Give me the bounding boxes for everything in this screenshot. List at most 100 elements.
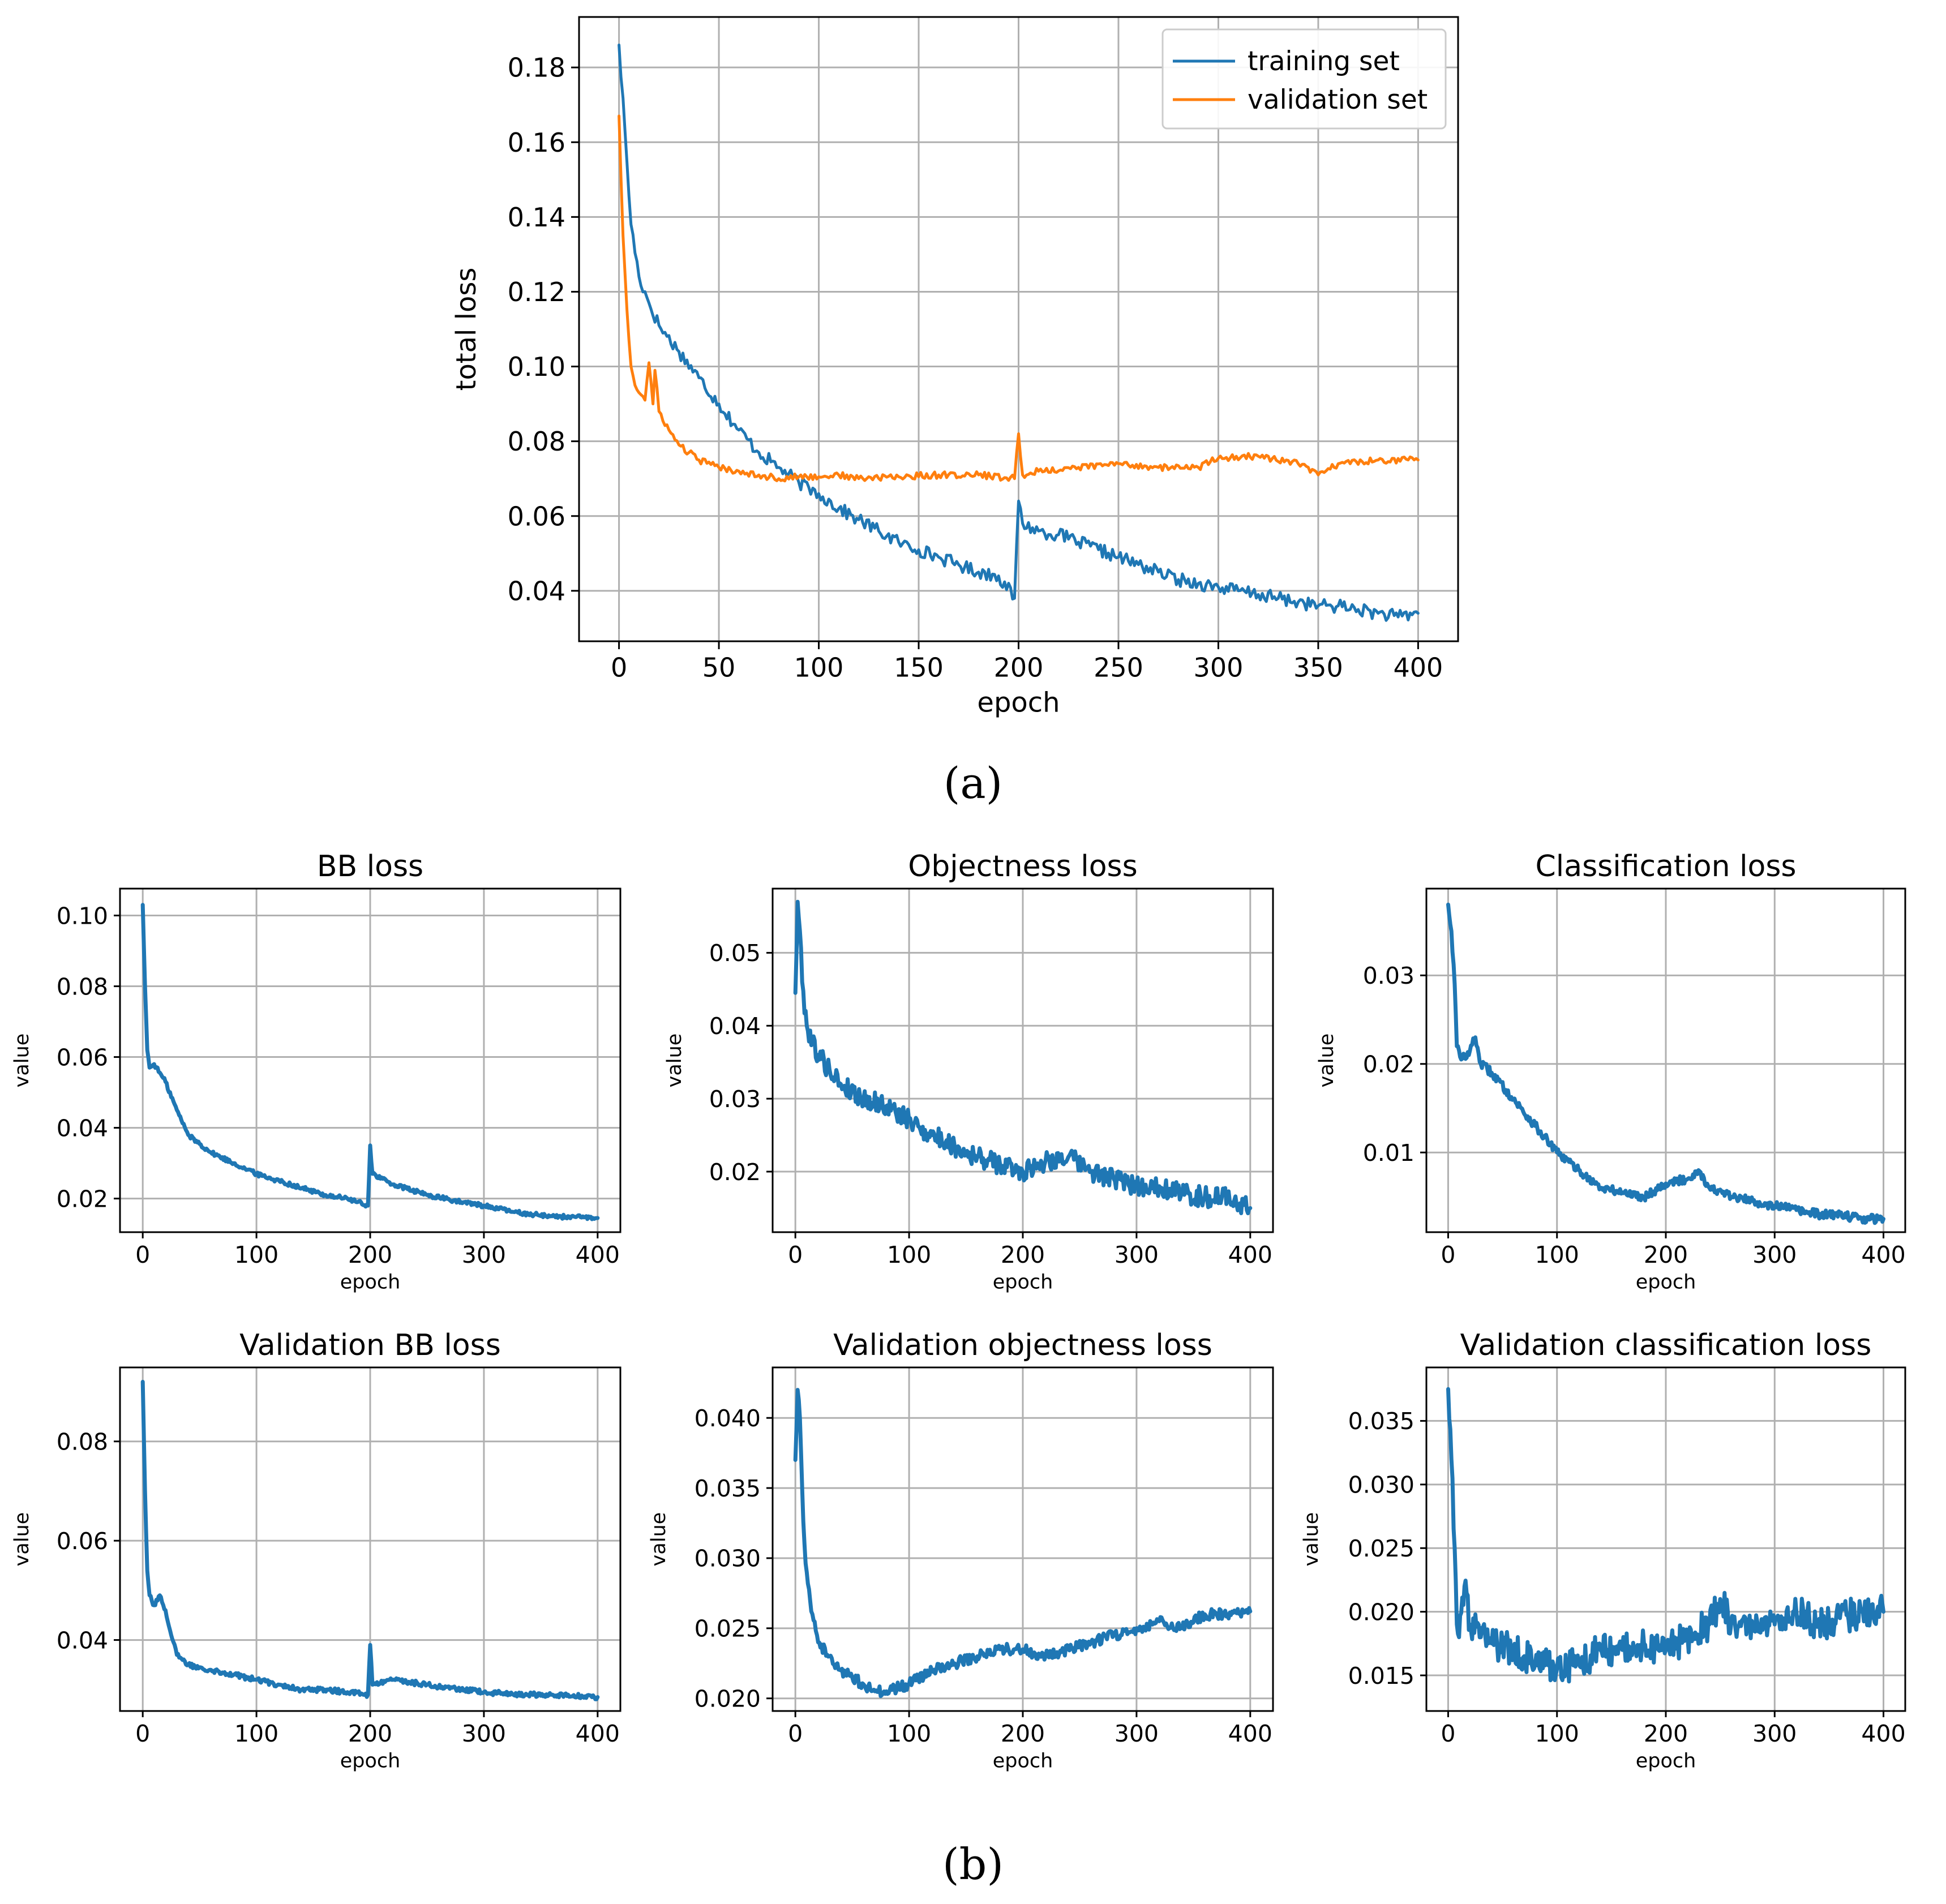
x-tick-label: 200 — [1001, 1241, 1045, 1268]
y-tick-label: 0.02 — [1363, 1051, 1415, 1078]
x-tick-label: 200 — [348, 1720, 392, 1747]
x-tick-label: 300 — [1115, 1720, 1159, 1747]
y-axis-label: value — [11, 1512, 33, 1567]
y-tick-label: 0.10 — [57, 902, 108, 929]
x-tick-label: 300 — [1752, 1241, 1797, 1268]
y-tick-label: 0.025 — [1348, 1535, 1415, 1562]
y-axis-label: total loss — [451, 268, 482, 391]
chart-total-loss: 0 50 100 150 200 250 300 350 400 0.04 0.06 0.08 0.10… — [451, 16, 1459, 719]
y-tick-label: 0.015 — [1348, 1662, 1415, 1689]
x-axis-label: epoch — [993, 1750, 1053, 1773]
x-tick-label: 0 — [611, 652, 627, 683]
legend-label: training set — [1248, 46, 1400, 77]
y-tick-label: 0.16 — [508, 127, 565, 158]
panel-label-b: (b) — [942, 1839, 1004, 1889]
chart-objectness-loss: 0 100 200 300 400 0.02 0.03 0.04 0.05 epoch value O… — [663, 850, 1274, 1294]
x-axis-label: epoch — [993, 1271, 1053, 1294]
y-tick-label: 0.02 — [709, 1159, 761, 1186]
y-tick-label: 0.02 — [57, 1185, 108, 1212]
y-tick-label: 0.06 — [508, 501, 565, 531]
chart-title: Validation objectness loss — [833, 1328, 1212, 1362]
y-tick-label: 0.03 — [709, 1086, 761, 1113]
x-tick-label: 200 — [1001, 1720, 1045, 1747]
x-tick-label: 0 — [1441, 1241, 1455, 1268]
series-line-classification-loss — [1446, 902, 1885, 1225]
y-tick-label: 0.01 — [1363, 1139, 1415, 1167]
y-tick-label: 0.06 — [57, 1044, 108, 1071]
y-tick-label: 0.04 — [709, 1013, 761, 1040]
y-tick-label: 0.035 — [695, 1475, 761, 1502]
x-tick-label: 300 — [1752, 1720, 1797, 1747]
y-axis-label: value — [1300, 1512, 1323, 1567]
x-tick-label: 200 — [1644, 1241, 1688, 1268]
y-axis-label: value — [663, 1034, 686, 1088]
chart-bb-loss: 0 100 200 300 400 0.02 0.04 0.06 0.08 0.10 epoch va… — [11, 850, 621, 1294]
x-tick-label: 300 — [462, 1241, 506, 1268]
x-tick-label: 400 — [576, 1241, 620, 1268]
x-tick-label: 100 — [1535, 1241, 1579, 1268]
series-line-validation-classification-loss — [1446, 1387, 1885, 1684]
y-tick-label: 0.020 — [1348, 1598, 1415, 1626]
x-tick-label: 350 — [1293, 652, 1343, 683]
x-tick-label: 300 — [462, 1720, 506, 1747]
y-tick-label: 0.08 — [508, 426, 565, 457]
y-tick-label: 0.08 — [57, 1428, 108, 1455]
x-tick-label: 100 — [794, 652, 844, 683]
y-tick-label: 0.12 — [508, 277, 565, 307]
y-tick-label: 0.04 — [508, 576, 565, 606]
y-tick-label: 0.14 — [508, 202, 565, 233]
x-tick-label: 0 — [788, 1720, 803, 1747]
series-line-validation-set — [618, 114, 1420, 483]
y-axis-label: value — [648, 1512, 670, 1567]
y-tick-label: 0.025 — [695, 1615, 761, 1643]
chart-validation-classification-loss: 0 100 200 300 400 0.015 0.020 0.025 0.030 0.035 ep… — [1300, 1328, 1906, 1773]
x-tick-label: 0 — [135, 1720, 150, 1747]
x-tick-label: 250 — [1094, 652, 1143, 683]
x-axis-label: epoch — [977, 687, 1060, 719]
y-tick-label: 0.06 — [57, 1528, 108, 1555]
y-tick-label: 0.10 — [508, 351, 565, 382]
x-tick-label: 400 — [1394, 652, 1443, 683]
y-tick-label: 0.05 — [709, 940, 761, 967]
x-tick-label: 400 — [1228, 1720, 1272, 1747]
x-tick-label: 200 — [348, 1241, 392, 1268]
y-axis-label: value — [11, 1034, 33, 1088]
series-line-objectness-loss — [793, 899, 1253, 1216]
x-axis-label: epoch — [1636, 1271, 1696, 1294]
x-tick-label: 300 — [1115, 1241, 1159, 1268]
x-tick-label: 400 — [576, 1720, 620, 1747]
legend-label: validation set — [1248, 84, 1428, 115]
y-axis-label: value — [1315, 1034, 1338, 1088]
x-tick-label: 200 — [994, 652, 1044, 683]
x-tick-label: 400 — [1861, 1720, 1905, 1747]
y-tick-label: 0.04 — [57, 1114, 108, 1142]
chart-title: Classification loss — [1535, 850, 1796, 884]
y-tick-label: 0.020 — [695, 1685, 761, 1712]
chart-title: Validation classification loss — [1460, 1328, 1872, 1362]
chart-classification-loss: 0 100 200 300 400 0.01 0.02 0.03 epoch value Class… — [1315, 850, 1906, 1294]
x-tick-label: 100 — [887, 1720, 931, 1747]
x-tick-label: 300 — [1194, 652, 1244, 683]
grid — [1426, 889, 1905, 1232]
series-line-training-set — [618, 44, 1420, 622]
chart-title: BB loss — [317, 850, 423, 884]
x-axis-label: epoch — [340, 1271, 401, 1294]
series-line-validation-objectness-loss — [793, 1388, 1253, 1699]
x-tick-label: 400 — [1228, 1241, 1272, 1268]
chart-title: Objectness loss — [908, 850, 1137, 884]
x-tick-label: 100 — [887, 1241, 931, 1268]
x-tick-label: 100 — [234, 1720, 278, 1747]
series-line-validation-bb-loss — [140, 1379, 600, 1701]
x-tick-label: 200 — [1644, 1720, 1688, 1747]
chart-validation-objectness-loss: 0 100 200 300 400 0.020 0.025 0.030 0.035 0.040 ep… — [648, 1328, 1274, 1773]
x-tick-label: 0 — [1441, 1720, 1455, 1747]
y-tick-label: 0.030 — [1348, 1472, 1415, 1499]
panel-label-a: (a) — [944, 758, 1003, 808]
x-tick-label: 0 — [135, 1241, 150, 1268]
chart-title: Validation BB loss — [239, 1328, 501, 1362]
x-tick-label: 100 — [1535, 1720, 1579, 1747]
y-tick-label: 0.030 — [695, 1545, 761, 1572]
y-tick-label: 0.040 — [695, 1405, 761, 1432]
x-tick-label: 150 — [894, 652, 944, 683]
